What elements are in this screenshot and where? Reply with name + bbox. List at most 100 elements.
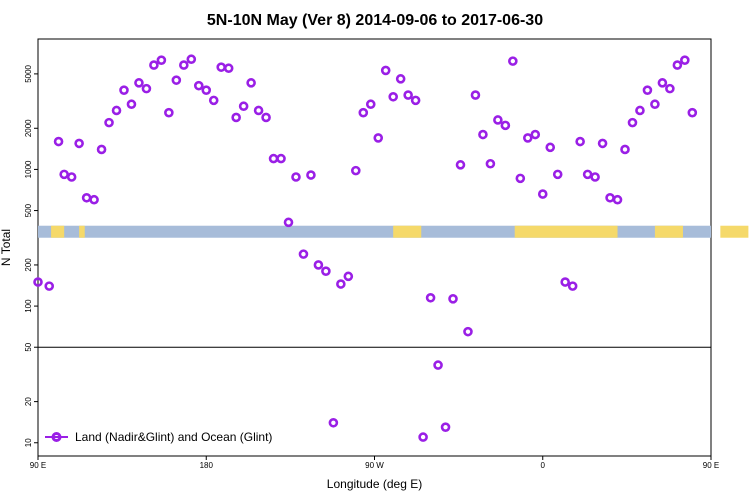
data-point: [418, 432, 428, 442]
data-point: [328, 417, 339, 428]
data-point: [537, 189, 548, 199]
legend-marker-icon: [51, 432, 62, 442]
data-point: [193, 80, 204, 91]
data-point: [89, 194, 99, 205]
data-point: [358, 107, 369, 118]
y-tick-label: 10: [24, 438, 33, 447]
data-point: [156, 55, 167, 65]
data-point: [642, 85, 653, 95]
data-point: [657, 78, 668, 88]
y-tick-label: 200: [24, 258, 33, 272]
y-axis-ticks: 10 20 50 100 200 500 1000 2000 5000: [24, 64, 38, 447]
data-point: [44, 281, 55, 291]
data-point: [410, 95, 421, 106]
data-point: [246, 78, 256, 88]
data-point: [672, 60, 683, 70]
data-point: [552, 169, 563, 180]
data-point: [104, 117, 114, 128]
y-tick-label: 2000: [24, 119, 33, 137]
plot-area: [33, 38, 749, 457]
data-point: [268, 153, 279, 164]
data-point: [493, 115, 503, 125]
land-segment: [514, 225, 618, 238]
data-point: [141, 83, 152, 94]
data-point: [485, 158, 496, 169]
data-point: [665, 83, 675, 94]
data-point: [687, 107, 698, 118]
data-point: [612, 194, 623, 205]
data-point: [590, 172, 600, 182]
data-point: [522, 133, 533, 143]
data-point: [365, 99, 376, 110]
data-point: [119, 85, 129, 95]
data-point: [380, 65, 391, 76]
land-segment: [51, 225, 65, 238]
data-point: [276, 153, 286, 164]
legend-label: Land (Nadir&Glint) and Ocean (Glint): [75, 430, 272, 444]
data-point: [620, 144, 630, 155]
data-point: [425, 292, 436, 303]
x-axis-label: Longitude (deg E): [327, 477, 422, 491]
data-point: [433, 360, 443, 370]
x-tick-label: 90 E: [703, 461, 719, 470]
data-point: [500, 120, 511, 131]
y-axis-label: N Total: [0, 229, 13, 266]
x-axis-ticks: 90 E 180 90 W 0 90 E: [30, 456, 719, 470]
data-point: [179, 60, 189, 70]
data-point: [448, 294, 458, 304]
x-tick-label: 180: [200, 461, 214, 470]
data-point: [313, 260, 324, 270]
data-point: [403, 90, 413, 100]
data-point: [298, 249, 309, 259]
data-point: [306, 170, 316, 180]
data-point: [470, 90, 481, 100]
data-point: [440, 422, 451, 432]
data-point: [201, 85, 212, 95]
x-tick-label: 90 W: [365, 461, 384, 470]
data-point: [53, 136, 64, 147]
data-point: [373, 133, 384, 143]
data-point: [605, 192, 615, 203]
land-segment: [654, 225, 683, 238]
y-tick-label: 50: [24, 342, 33, 351]
data-point: [261, 112, 271, 123]
data-point: [111, 105, 122, 116]
data-point: [575, 136, 585, 147]
y-tick-label: 20: [24, 397, 33, 406]
legend: Land (Nadir&Glint) and Ocean (Glint): [45, 430, 272, 444]
data-point: [388, 91, 398, 102]
data-point: [74, 138, 84, 149]
data-point: [343, 271, 354, 282]
data-point: [478, 129, 488, 140]
land-segment: [720, 225, 749, 238]
data-point: [186, 54, 197, 65]
data-point: [351, 165, 361, 176]
data-point: [515, 173, 526, 184]
data-point: [336, 279, 346, 289]
data-points: [33, 54, 698, 442]
data-point: [627, 117, 638, 128]
y-tick-label: 500: [24, 203, 33, 217]
data-point: [635, 105, 645, 116]
data-point: [463, 326, 473, 337]
y-tick-label: 1000: [24, 160, 33, 178]
data-point: [508, 56, 518, 66]
data-point: [66, 172, 77, 182]
chart-title: 5N-10N May (Ver 8) 2014-09-06 to 2017-06…: [207, 12, 543, 29]
data-point: [567, 281, 578, 291]
data-point: [582, 169, 593, 180]
data-point: [321, 266, 331, 276]
data-point: [650, 99, 660, 110]
data-point: [59, 169, 69, 180]
land-mask-band: [38, 225, 749, 238]
data-point: [231, 112, 241, 123]
data-point: [560, 277, 570, 287]
data-point: [238, 101, 249, 112]
data-point: [149, 60, 159, 70]
data-point: [455, 160, 466, 170]
data-point: [126, 99, 137, 110]
data-point: [291, 172, 301, 182]
data-point: [216, 62, 227, 72]
y-tick-label: 100: [24, 299, 33, 313]
